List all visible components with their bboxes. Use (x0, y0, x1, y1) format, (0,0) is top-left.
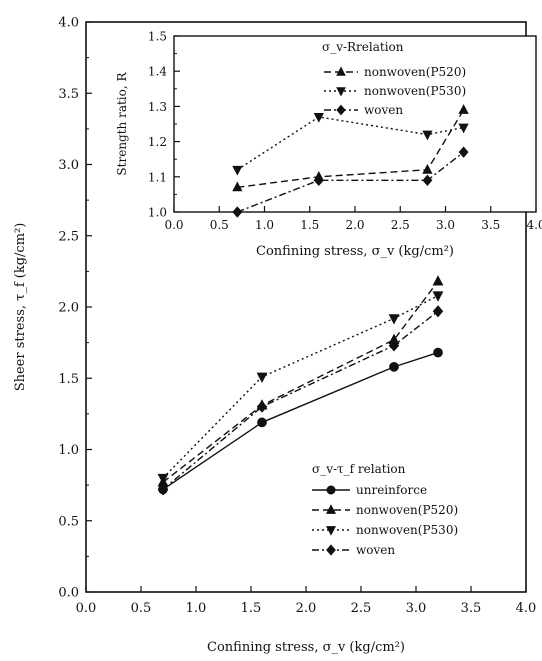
inset-x-tick-label: 3.5 (481, 218, 500, 232)
main-data-point (433, 347, 443, 358)
inset-data-point (422, 163, 433, 174)
inset-legend-marker (336, 87, 346, 97)
main-y-tick-label: 3.0 (58, 158, 79, 173)
inset-y-axis-label: Strength ratio, R (115, 71, 129, 175)
main-legend-marker (325, 526, 337, 536)
main-data-point (256, 400, 268, 413)
main-data-point (388, 314, 400, 325)
inset-y-tick-label: 1.2 (148, 135, 167, 149)
inset-x-tick-label: 0.5 (210, 218, 229, 232)
inset-x-tick-label: 1.5 (300, 218, 319, 232)
inset-legend-label: nonwoven(P530) (364, 84, 466, 98)
inset-data-point (232, 181, 243, 192)
inset-x-axis-label: Confining stress, σ_v (kg/cm²) (256, 244, 454, 259)
main-y-tick-label: 2.0 (58, 301, 79, 316)
main-legend-marker (326, 544, 336, 556)
inset-data-point (458, 104, 469, 114)
main-data-point (256, 372, 268, 383)
inset-chart: 0.0 0.5 1.0 1.5 2.0 2.5 3.0 3.5 4.0 1.0 1.1 1.2 1.3 1… (115, 30, 542, 260)
inset-series-line (236, 116, 464, 171)
inset-data-point (313, 113, 324, 123)
main-y-axis-label: Sheer stress, τ_f (kg/cm²) (13, 223, 28, 392)
main-x-tick-label: 0.5 (131, 601, 152, 616)
main-x-tick-label: 1.0 (186, 601, 207, 616)
inset-legend-marker (336, 104, 346, 116)
main-legend-marker (325, 504, 337, 514)
inset-data-point (422, 130, 433, 141)
inset-x-tick-label: 2.0 (345, 218, 364, 232)
main-y-tick-label: 1.5 (58, 372, 79, 387)
main-x-tick-label: 3.0 (406, 601, 427, 616)
main-legend-label: nonwoven(P530) (356, 523, 458, 537)
inset-y-tick-label: 1.0 (148, 206, 167, 220)
main-data-point (157, 483, 169, 496)
main-x-axis-label: Confining stress, σ_v (kg/cm²) (207, 640, 405, 655)
main-data-point (432, 291, 444, 302)
inset-y-tick-label: 1.5 (148, 30, 167, 44)
inset-x-tick-label: 4.0 (526, 218, 542, 232)
inset-y-tick-label: 1.1 (148, 170, 167, 184)
main-data-point (432, 275, 444, 286)
inset-x-tick-label: 1.0 (255, 218, 274, 232)
main-legend-label: nonwoven(P520) (356, 503, 458, 517)
main-y-tick-label: 2.5 (58, 229, 79, 244)
inset-series-line (237, 109, 465, 189)
inset-y-tick-label: 1.3 (148, 100, 167, 114)
inset-y-tick-label: 1.4 (148, 65, 167, 79)
inset-data-point (458, 146, 469, 158)
main-x-tick-label: 4.0 (516, 601, 537, 616)
inset-x-tick-label: 2.5 (391, 218, 410, 232)
inset-data-point (232, 165, 243, 176)
main-chart: 0.0 0.5 1.0 1.5 2.0 2.5 3.0 3.5 4.0 0.0 0.5 1.0 1.5 2… (13, 16, 536, 656)
inset-data-point (232, 206, 243, 218)
inset-series-line (237, 151, 465, 213)
inset-data-point (313, 174, 324, 187)
main-x-tick-label: 1.5 (241, 601, 262, 616)
main-series-line (162, 310, 439, 490)
main-series-line (162, 351, 439, 490)
inset-legend: σ_v-Rrelation nonwoven(P520) nonwoven(P53… (322, 40, 466, 117)
inset-legend-label: nonwoven(P520) (364, 65, 466, 79)
inset-plot-frame (173, 35, 537, 213)
inset-data-point (458, 123, 469, 134)
main-y-tick-label: 0.5 (58, 514, 79, 529)
main-legend-label: unreinforce (356, 483, 427, 497)
main-data-point (157, 473, 169, 485)
inset-legend-label: woven (364, 103, 403, 117)
main-series-line (162, 280, 439, 483)
inset-x-tick-label: 3.0 (436, 218, 455, 232)
inset-legend-title: σ_v-Rrelation (322, 40, 404, 54)
main-data-point (432, 305, 444, 318)
main-x-tick-label: 2.0 (296, 601, 317, 616)
main-y-tick-label: 4.0 (58, 16, 79, 31)
main-legend: σ_v-τ_f relation unreinforce nonwoven(P52… (312, 462, 458, 557)
inset-x-tick-label: 0.0 (164, 218, 183, 232)
inset-data-point (422, 174, 433, 187)
main-legend-marker (326, 485, 336, 495)
main-data-point (257, 417, 267, 428)
main-y-tick-label: 3.5 (58, 87, 79, 102)
main-data-point (388, 339, 400, 352)
main-x-tick-label: 2.5 (351, 601, 372, 616)
main-legend-title: σ_v-τ_f relation (312, 462, 406, 476)
main-x-tick-label: 3.5 (461, 601, 482, 616)
main-legend-label: woven (356, 543, 395, 557)
inset-legend-marker (336, 66, 346, 76)
main-y-tick-label: 0.0 (58, 586, 79, 601)
main-series-line (162, 294, 439, 479)
main-data-point (389, 361, 399, 372)
main-y-tick-label: 1.0 (58, 443, 79, 458)
main-x-tick-label: 0.0 (76, 601, 97, 616)
